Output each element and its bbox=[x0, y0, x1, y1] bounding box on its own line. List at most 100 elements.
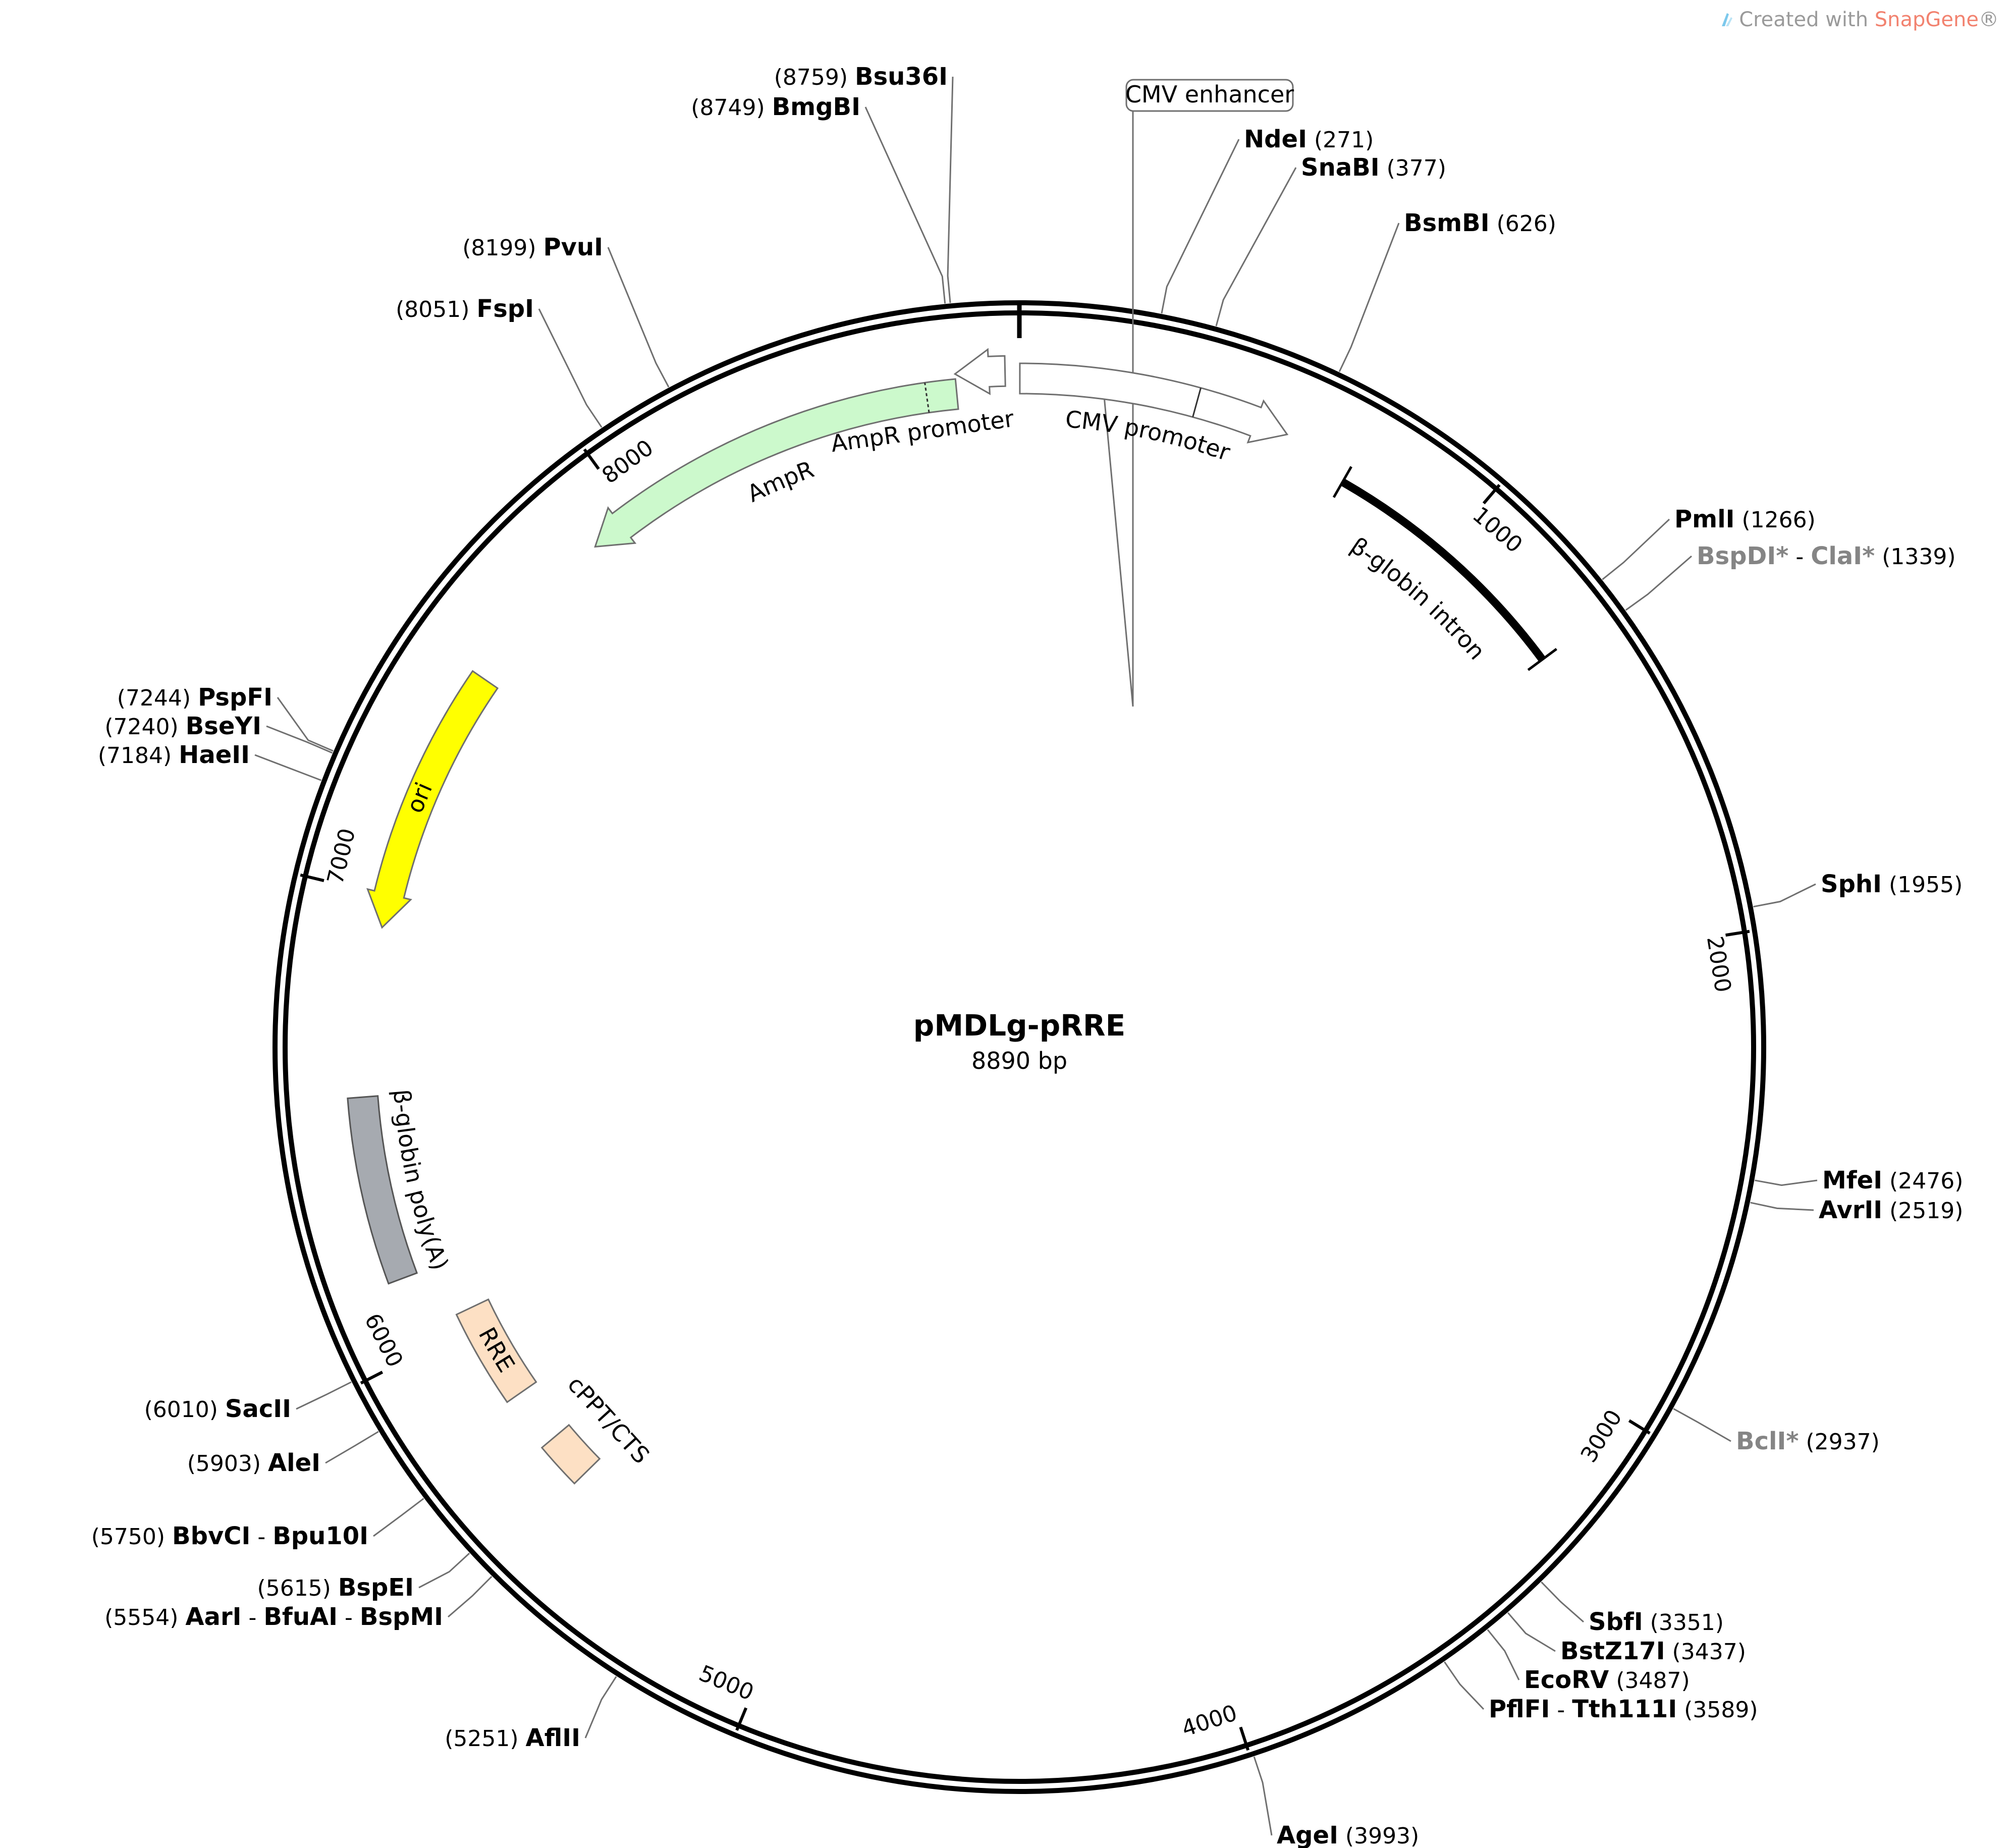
beta-globin-polya-arrow bbox=[347, 1095, 418, 1285]
site-label: NdeI (271) bbox=[1244, 125, 1374, 153]
site-label: EcoRV (3487) bbox=[1524, 1666, 1690, 1694]
site-position: (5750) bbox=[91, 1524, 172, 1550]
site-label: PmlI (1266) bbox=[1674, 505, 1816, 533]
site-bseyi: (7240) BseYI bbox=[104, 712, 333, 754]
site-leader bbox=[1161, 139, 1240, 314]
site-position: (2937) bbox=[1799, 1429, 1879, 1455]
site-position: (1266) bbox=[1735, 507, 1816, 533]
rre-arrow bbox=[455, 1298, 537, 1403]
site-label: (8051) FspI bbox=[396, 295, 534, 323]
site-label: BstZ17I (3437) bbox=[1560, 1637, 1746, 1665]
site-label: MfeI (2476) bbox=[1822, 1166, 1963, 1194]
site-leader bbox=[1753, 883, 1816, 908]
tick-mark bbox=[583, 448, 600, 470]
cppt-cts-arrow bbox=[540, 1424, 601, 1485]
cmv-enhancer-callout: CMV enhancer bbox=[1103, 79, 1294, 707]
site-label: BclI* (2937) bbox=[1736, 1427, 1880, 1455]
ampr-arrow bbox=[594, 378, 959, 548]
snapgene-logo-icon bbox=[1722, 13, 1733, 26]
site-label: (8199) PvuI bbox=[462, 233, 603, 261]
site-position: (377) bbox=[1380, 155, 1446, 181]
tick-mark bbox=[1482, 483, 1501, 505]
site-label: (8759) Bsu36I bbox=[774, 63, 948, 91]
site-position: (7244) bbox=[117, 685, 198, 711]
site-leader bbox=[1338, 223, 1400, 372]
tick-label: 4000 bbox=[1179, 1700, 1240, 1742]
site-label: (5554) AarI - BfuAI - BspMI bbox=[104, 1603, 443, 1631]
plasmid-backbone bbox=[273, 300, 1766, 1794]
site-leader bbox=[1253, 1756, 1273, 1836]
site-leader bbox=[1444, 1661, 1485, 1710]
site-position: (3993) bbox=[1338, 1823, 1419, 1848]
site-pmli: PmlI (1266) bbox=[1602, 505, 1816, 580]
site-bstz17i: BstZ17I (3437) bbox=[1507, 1612, 1746, 1665]
site-label: SphI (1955) bbox=[1821, 870, 1963, 898]
tick-mark bbox=[1725, 930, 1750, 937]
beta-globin-intron-bar bbox=[1332, 466, 1557, 671]
site-label: BsmBI (626) bbox=[1404, 209, 1556, 237]
plasmid-name: pMDLg-pRRE bbox=[913, 1008, 1125, 1043]
site-sbfi: SbfI (3351) bbox=[1541, 1581, 1724, 1636]
site-leader bbox=[1625, 555, 1692, 611]
site-leader bbox=[538, 308, 603, 428]
site-position: (5903) bbox=[187, 1451, 268, 1477]
site-leader bbox=[277, 697, 334, 752]
site-pvui: (8199) PvuI bbox=[462, 233, 670, 388]
site-position: (626) bbox=[1490, 211, 1556, 237]
site-label: AvrII (2519) bbox=[1819, 1196, 1963, 1224]
site-label: (7184) HaeII bbox=[98, 741, 250, 769]
ampr-promoter-arrow bbox=[953, 348, 1006, 395]
site-leader bbox=[1602, 518, 1670, 580]
site-leader bbox=[296, 1381, 352, 1410]
site-position: (7184) bbox=[98, 743, 179, 769]
tick-mark bbox=[300, 873, 324, 882]
site-bspei: (5615) BspEI bbox=[257, 1552, 470, 1602]
site-sphi: SphI (1955) bbox=[1753, 870, 1963, 908]
site-snabi: SnaBI (377) bbox=[1215, 153, 1446, 327]
site-label: (5615) BspEI bbox=[257, 1573, 414, 1602]
tick-label: 3000 bbox=[1576, 1405, 1627, 1467]
site-leader bbox=[864, 106, 946, 304]
site-sacii: (6010) SacII bbox=[144, 1381, 352, 1423]
site-label: (6010) SacII bbox=[144, 1395, 291, 1423]
site-bsu36i: (8759) Bsu36I bbox=[774, 63, 954, 303]
tick-label: 2000 bbox=[1702, 935, 1736, 995]
site-leader bbox=[254, 754, 322, 781]
tick-label: 7000 bbox=[322, 826, 361, 887]
site-leader bbox=[1507, 1612, 1556, 1652]
plasmid-center-label: pMDLg-pRRE 8890 bp bbox=[913, 1008, 1125, 1074]
site-position: (3589) bbox=[1677, 1697, 1758, 1723]
tick-label: 5000 bbox=[695, 1660, 757, 1706]
site-position: (8199) bbox=[462, 235, 543, 261]
site-position: (5554) bbox=[104, 1605, 185, 1630]
site-ndei: NdeI (271) bbox=[1161, 125, 1374, 314]
site-leader bbox=[1673, 1408, 1731, 1442]
site-leader bbox=[1541, 1581, 1584, 1623]
site-bsmbi: BsmBI (626) bbox=[1338, 209, 1556, 372]
ori-arrow bbox=[366, 670, 499, 929]
site-pflfi-tth111i: PflFI - Tth111I (3589) bbox=[1444, 1661, 1758, 1723]
site-position: (3487) bbox=[1609, 1668, 1690, 1694]
site-position: (3351) bbox=[1643, 1610, 1724, 1636]
site-position: (271) bbox=[1307, 127, 1374, 153]
site-leader bbox=[947, 76, 954, 303]
site-position: (7240) bbox=[104, 714, 185, 740]
site-leader bbox=[1487, 1629, 1520, 1680]
site-pspfi: (7244) PspFI bbox=[117, 683, 334, 752]
site-label: SnaBI (377) bbox=[1301, 153, 1446, 182]
site-leader bbox=[418, 1552, 470, 1589]
site-avrii: AvrII (2519) bbox=[1750, 1196, 1963, 1224]
site-position: (2519) bbox=[1882, 1198, 1963, 1224]
site-ecorv: EcoRV (3487) bbox=[1487, 1629, 1690, 1694]
site-alei: (5903) AleI bbox=[187, 1431, 379, 1477]
site-leader bbox=[1215, 167, 1297, 327]
site-label: PflFI - Tth111I (3589) bbox=[1489, 1695, 1758, 1723]
site-position: (5615) bbox=[257, 1575, 338, 1601]
site-position: (1955) bbox=[1882, 872, 1963, 898]
site-mfei: MfeI (2476) bbox=[1755, 1166, 1963, 1194]
site-fspi: (8051) FspI bbox=[396, 295, 603, 428]
cmv-promoter-arrow bbox=[1019, 362, 1289, 444]
site-bbvci-bpu10i: (5750) BbvCI - Bpu10I bbox=[91, 1498, 424, 1550]
site-label: (5750) BbvCI - Bpu10I bbox=[91, 1522, 368, 1550]
